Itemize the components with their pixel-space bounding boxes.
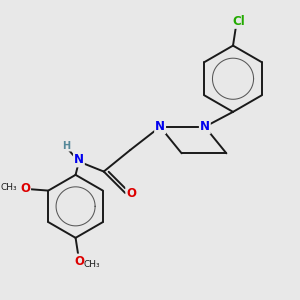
Text: CH₃: CH₃: [0, 183, 17, 192]
Text: O: O: [126, 187, 136, 200]
Text: CH₃: CH₃: [83, 260, 100, 269]
Text: O: O: [20, 182, 30, 195]
Text: H: H: [63, 141, 71, 151]
Text: Cl: Cl: [232, 15, 245, 28]
Text: N: N: [200, 120, 210, 133]
Text: O: O: [74, 254, 84, 268]
Text: N: N: [155, 120, 165, 133]
Text: N: N: [74, 153, 84, 167]
